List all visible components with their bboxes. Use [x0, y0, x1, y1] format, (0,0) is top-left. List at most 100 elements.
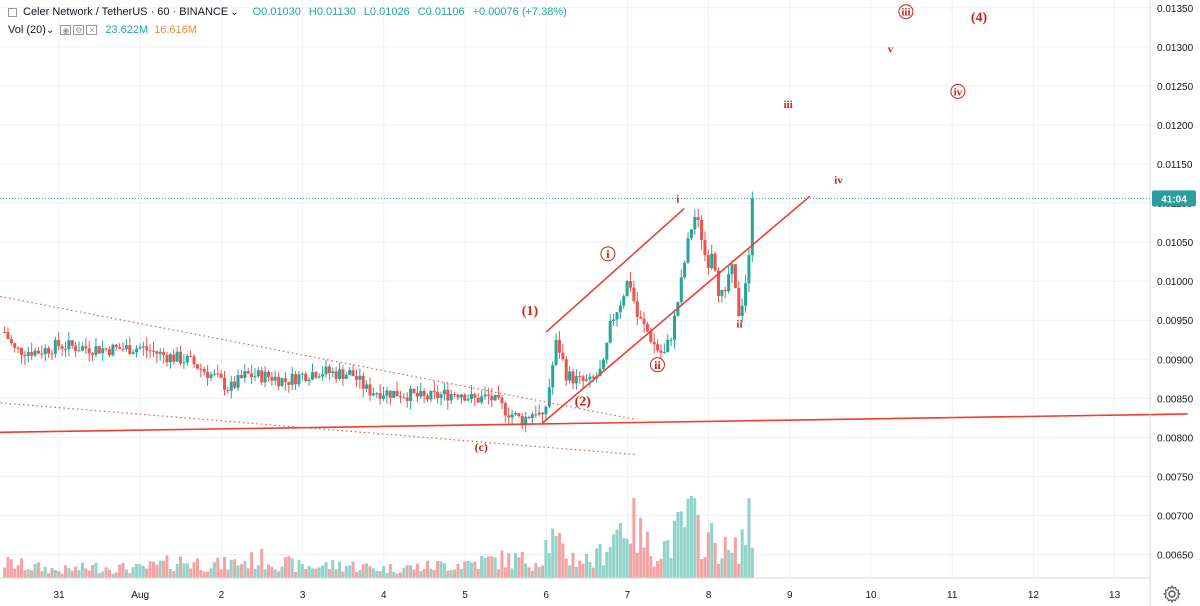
candle-body: [30, 351, 34, 356]
volume-bar: [744, 545, 748, 578]
wave-label: iii: [784, 99, 793, 111]
volume-label[interactable]: Vol (20): [8, 24, 46, 36]
volume-bar: [324, 562, 328, 578]
candle-body: [402, 397, 406, 399]
candle-body: [365, 384, 369, 389]
candle-body: [625, 281, 629, 297]
volume-bar: [307, 566, 311, 578]
candle-body: [185, 355, 189, 363]
candle-body: [250, 373, 254, 378]
candle-body: [199, 368, 203, 370]
volume-bar: [277, 571, 281, 578]
volume-bar: [13, 568, 17, 578]
volume-bar: [497, 569, 501, 578]
collapse-square-icon[interactable]: [8, 7, 17, 17]
volume-bar: [36, 562, 40, 578]
volume-bar: [666, 540, 670, 578]
volume-bar: [459, 568, 463, 578]
candles: [3, 191, 754, 433]
volume-bar: [351, 561, 355, 578]
wave-label: (2): [575, 395, 592, 410]
volume-bar: [327, 569, 331, 578]
candle-body: [696, 217, 700, 220]
volume-bar: [256, 565, 260, 578]
volume-bar: [547, 553, 551, 578]
candle-body: [354, 376, 358, 380]
volume-bar: [581, 563, 585, 578]
candle-body: [544, 406, 548, 415]
volume-bar: [608, 547, 612, 578]
volume-bar: [683, 527, 687, 578]
candle-body: [294, 374, 298, 385]
symbol-title[interactable]: Celer Network / TetherUS · 60 · BINANCE: [23, 6, 229, 18]
candle-body: [266, 371, 270, 377]
volume-bar: [121, 562, 125, 578]
candle-body: [710, 253, 714, 268]
candle-body: [128, 345, 132, 355]
volume-bar: [436, 560, 440, 578]
volume-bar: [304, 568, 308, 578]
volume-bar: [493, 557, 497, 578]
candle-body: [554, 339, 558, 366]
candle-body: [236, 375, 240, 388]
candle-body: [13, 343, 17, 348]
volume-bar: [402, 567, 406, 578]
volume-bar: [656, 561, 660, 578]
candle-body: [737, 287, 741, 316]
candle-body: [270, 376, 274, 381]
remove-icon[interactable]: ✕: [86, 25, 98, 35]
candle-body: [50, 353, 54, 355]
candle-body: [158, 351, 162, 354]
candle-body: [686, 238, 690, 263]
volume-bar: [182, 563, 186, 578]
candle-body: [534, 414, 538, 416]
y-tick-label: 0.00750: [1157, 472, 1194, 483]
candle-body: [574, 376, 578, 384]
volume-bar: [737, 563, 741, 578]
candle-body: [57, 339, 61, 347]
volume-bar: [202, 571, 206, 578]
candle-body: [3, 331, 7, 333]
candle-body: [513, 412, 517, 415]
settings-small-icon[interactable]: ⚙: [73, 25, 85, 35]
candle-body: [547, 387, 551, 407]
volume-bar: [138, 564, 142, 578]
gear-icon[interactable]: [1162, 584, 1182, 604]
x-tick-label: Aug: [131, 590, 149, 601]
eye-icon[interactable]: ◉: [60, 25, 72, 35]
y-tick-label: 0.01350: [1157, 4, 1194, 15]
volume-bar: [250, 552, 254, 578]
candle-body: [442, 389, 446, 395]
candle-body: [216, 373, 220, 375]
volume-bar: [57, 571, 61, 578]
chevron-down-icon[interactable]: ⌄: [230, 6, 239, 18]
volume-bar: [649, 555, 653, 578]
candle-body: [229, 381, 233, 391]
trendline: [0, 413, 1188, 434]
x-tick-label: 3: [300, 590, 306, 601]
volume-ma-value: 16.616M: [154, 24, 197, 36]
candle-body: [338, 369, 342, 379]
candle-body: [104, 348, 108, 350]
volume-bar: [74, 566, 78, 578]
candle-body: [202, 369, 206, 372]
wave-label: iii: [901, 7, 910, 19]
candle-body: [564, 359, 568, 381]
candle-body: [524, 416, 528, 426]
volume-bar: [135, 563, 139, 578]
volume-bar: [578, 560, 582, 578]
volume-bar: [91, 564, 95, 578]
volume-bars: [3, 496, 754, 578]
y-tick-label: 0.00800: [1157, 433, 1194, 444]
candle-body: [277, 376, 281, 386]
candle-body: [483, 394, 487, 397]
volume-bar: [622, 538, 626, 578]
volume-bar: [564, 558, 568, 578]
volume-bar: [260, 548, 264, 578]
volume-chevron-icon[interactable]: ⌄: [45, 24, 55, 36]
candle-body: [162, 351, 166, 356]
candle-body: [94, 346, 98, 355]
